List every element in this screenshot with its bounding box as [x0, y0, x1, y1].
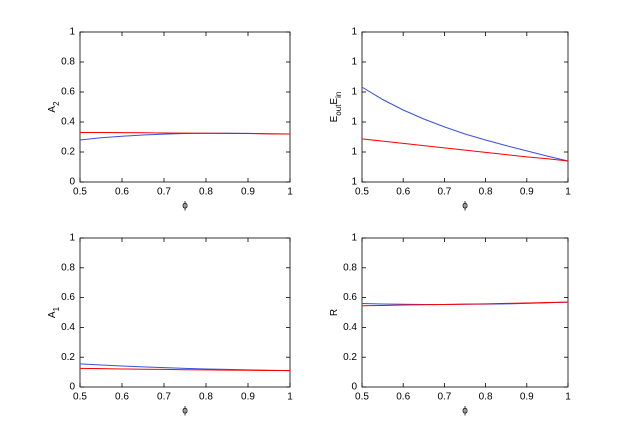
x-tick-label: 0.8	[199, 392, 213, 403]
y-tick-label: 0.4	[61, 322, 75, 333]
y-tick-label: 0.8	[343, 262, 357, 273]
x-tick-label: 0.7	[157, 392, 171, 403]
y-tick-label: 0.6	[61, 292, 75, 303]
x-tick-label: 0.9	[241, 392, 255, 403]
axes-frame	[79, 31, 291, 183]
y-tick-label: 1	[351, 57, 357, 68]
y-tick-label: 0	[69, 177, 75, 188]
y-axis-label-part: 1	[52, 306, 61, 311]
y-axis-label: A2	[47, 101, 61, 113]
series-line	[361, 86, 569, 162]
y-tick-label: 1	[351, 233, 357, 244]
x-tick-label: 0.8	[479, 392, 493, 403]
x-axis-label: ϕ	[462, 201, 468, 212]
x-tick-label: 0.8	[199, 187, 213, 198]
y-tick-label: 1	[69, 233, 75, 244]
x-tick-label: 0.7	[437, 187, 451, 198]
y-tick-label: 0.8	[61, 57, 75, 68]
x-tick-label: 1	[287, 392, 293, 403]
x-tick-label: 0.5	[355, 187, 369, 198]
y-tick-label: 0.2	[61, 352, 75, 363]
y-tick-label: 1	[351, 177, 357, 188]
x-tick-label: 0.6	[396, 187, 410, 198]
subplot: 0.5 0.6 0.7 0.8 0.9 1 0 0.2 0.4 0.6 0.8 1 ϕ R	[329, 233, 572, 417]
y-tick-label: 0	[351, 382, 357, 393]
y-tick-label: 1	[351, 27, 357, 38]
x-tick-label: 0.8	[479, 187, 493, 198]
y-axis-label-part: 2	[52, 101, 61, 106]
y-tick-label: 0.2	[61, 147, 75, 158]
series-line	[361, 138, 569, 162]
y-tick-label: 0.4	[343, 322, 357, 333]
x-tick-label: 0.9	[520, 187, 534, 198]
x-tick-label: 0.5	[73, 187, 87, 198]
y-tick-label: 0.8	[61, 262, 75, 273]
y-tick-label: 0.2	[343, 352, 357, 363]
series-line	[79, 132, 291, 141]
y-tick-label: 1	[69, 27, 75, 38]
y-axis-label-part: E	[329, 115, 340, 122]
y-axis-label-part: A	[47, 311, 58, 318]
subplot: 0.5 0.6 0.7 0.8 0.9 1 0 0.2 0.4 0.6 0.8 1 ϕ A2	[47, 27, 294, 212]
y-axis-label-part: R	[329, 309, 340, 316]
y-tick-label: 0	[69, 382, 75, 393]
y-axis-label-part: A	[47, 106, 58, 113]
x-axis-label: ϕ	[182, 406, 188, 417]
y-tick-label: 0.6	[61, 87, 75, 98]
y-axis-label-part: E	[329, 98, 340, 105]
x-tick-label: 0.7	[157, 187, 171, 198]
x-tick-label: 0.5	[355, 392, 369, 403]
y-axis-label-part: in	[334, 92, 343, 98]
axes-frame	[79, 237, 291, 388]
x-tick-label: 0.7	[437, 392, 451, 403]
x-tick-label: 0.6	[115, 392, 129, 403]
x-tick-label: 1	[287, 187, 293, 198]
axes-frame	[361, 31, 569, 183]
y-axis-label: R	[329, 309, 340, 316]
x-axis-label: ϕ	[182, 201, 188, 212]
series-line	[361, 301, 569, 307]
y-axis-label: A1	[47, 306, 61, 318]
x-tick-label: 1	[565, 392, 571, 403]
x-tick-label: 0.6	[396, 392, 410, 403]
y-tick-label: 0.6	[343, 292, 357, 303]
subplot: 0.5 0.6 0.7 0.8 0.9 1 1 1 1 1 1 1 ϕ EoutEin	[329, 27, 572, 212]
x-tick-label: 0.5	[73, 392, 87, 403]
x-tick-label: 0.9	[520, 392, 534, 403]
x-tick-label: 0.6	[115, 187, 129, 198]
x-axis-label: ϕ	[462, 406, 468, 417]
y-axis-label-part: out	[334, 104, 343, 116]
y-tick-label: 1	[351, 117, 357, 128]
y-tick-label: 0.4	[61, 117, 75, 128]
series-line	[80, 132, 291, 135]
y-tick-label: 1	[351, 147, 357, 158]
axes-frame	[361, 237, 569, 388]
series-line	[79, 367, 291, 372]
x-tick-label: 1	[565, 187, 571, 198]
y-axis-label: EoutEin	[329, 92, 343, 123]
y-tick-label: 1	[351, 87, 357, 98]
x-tick-label: 0.9	[241, 187, 255, 198]
